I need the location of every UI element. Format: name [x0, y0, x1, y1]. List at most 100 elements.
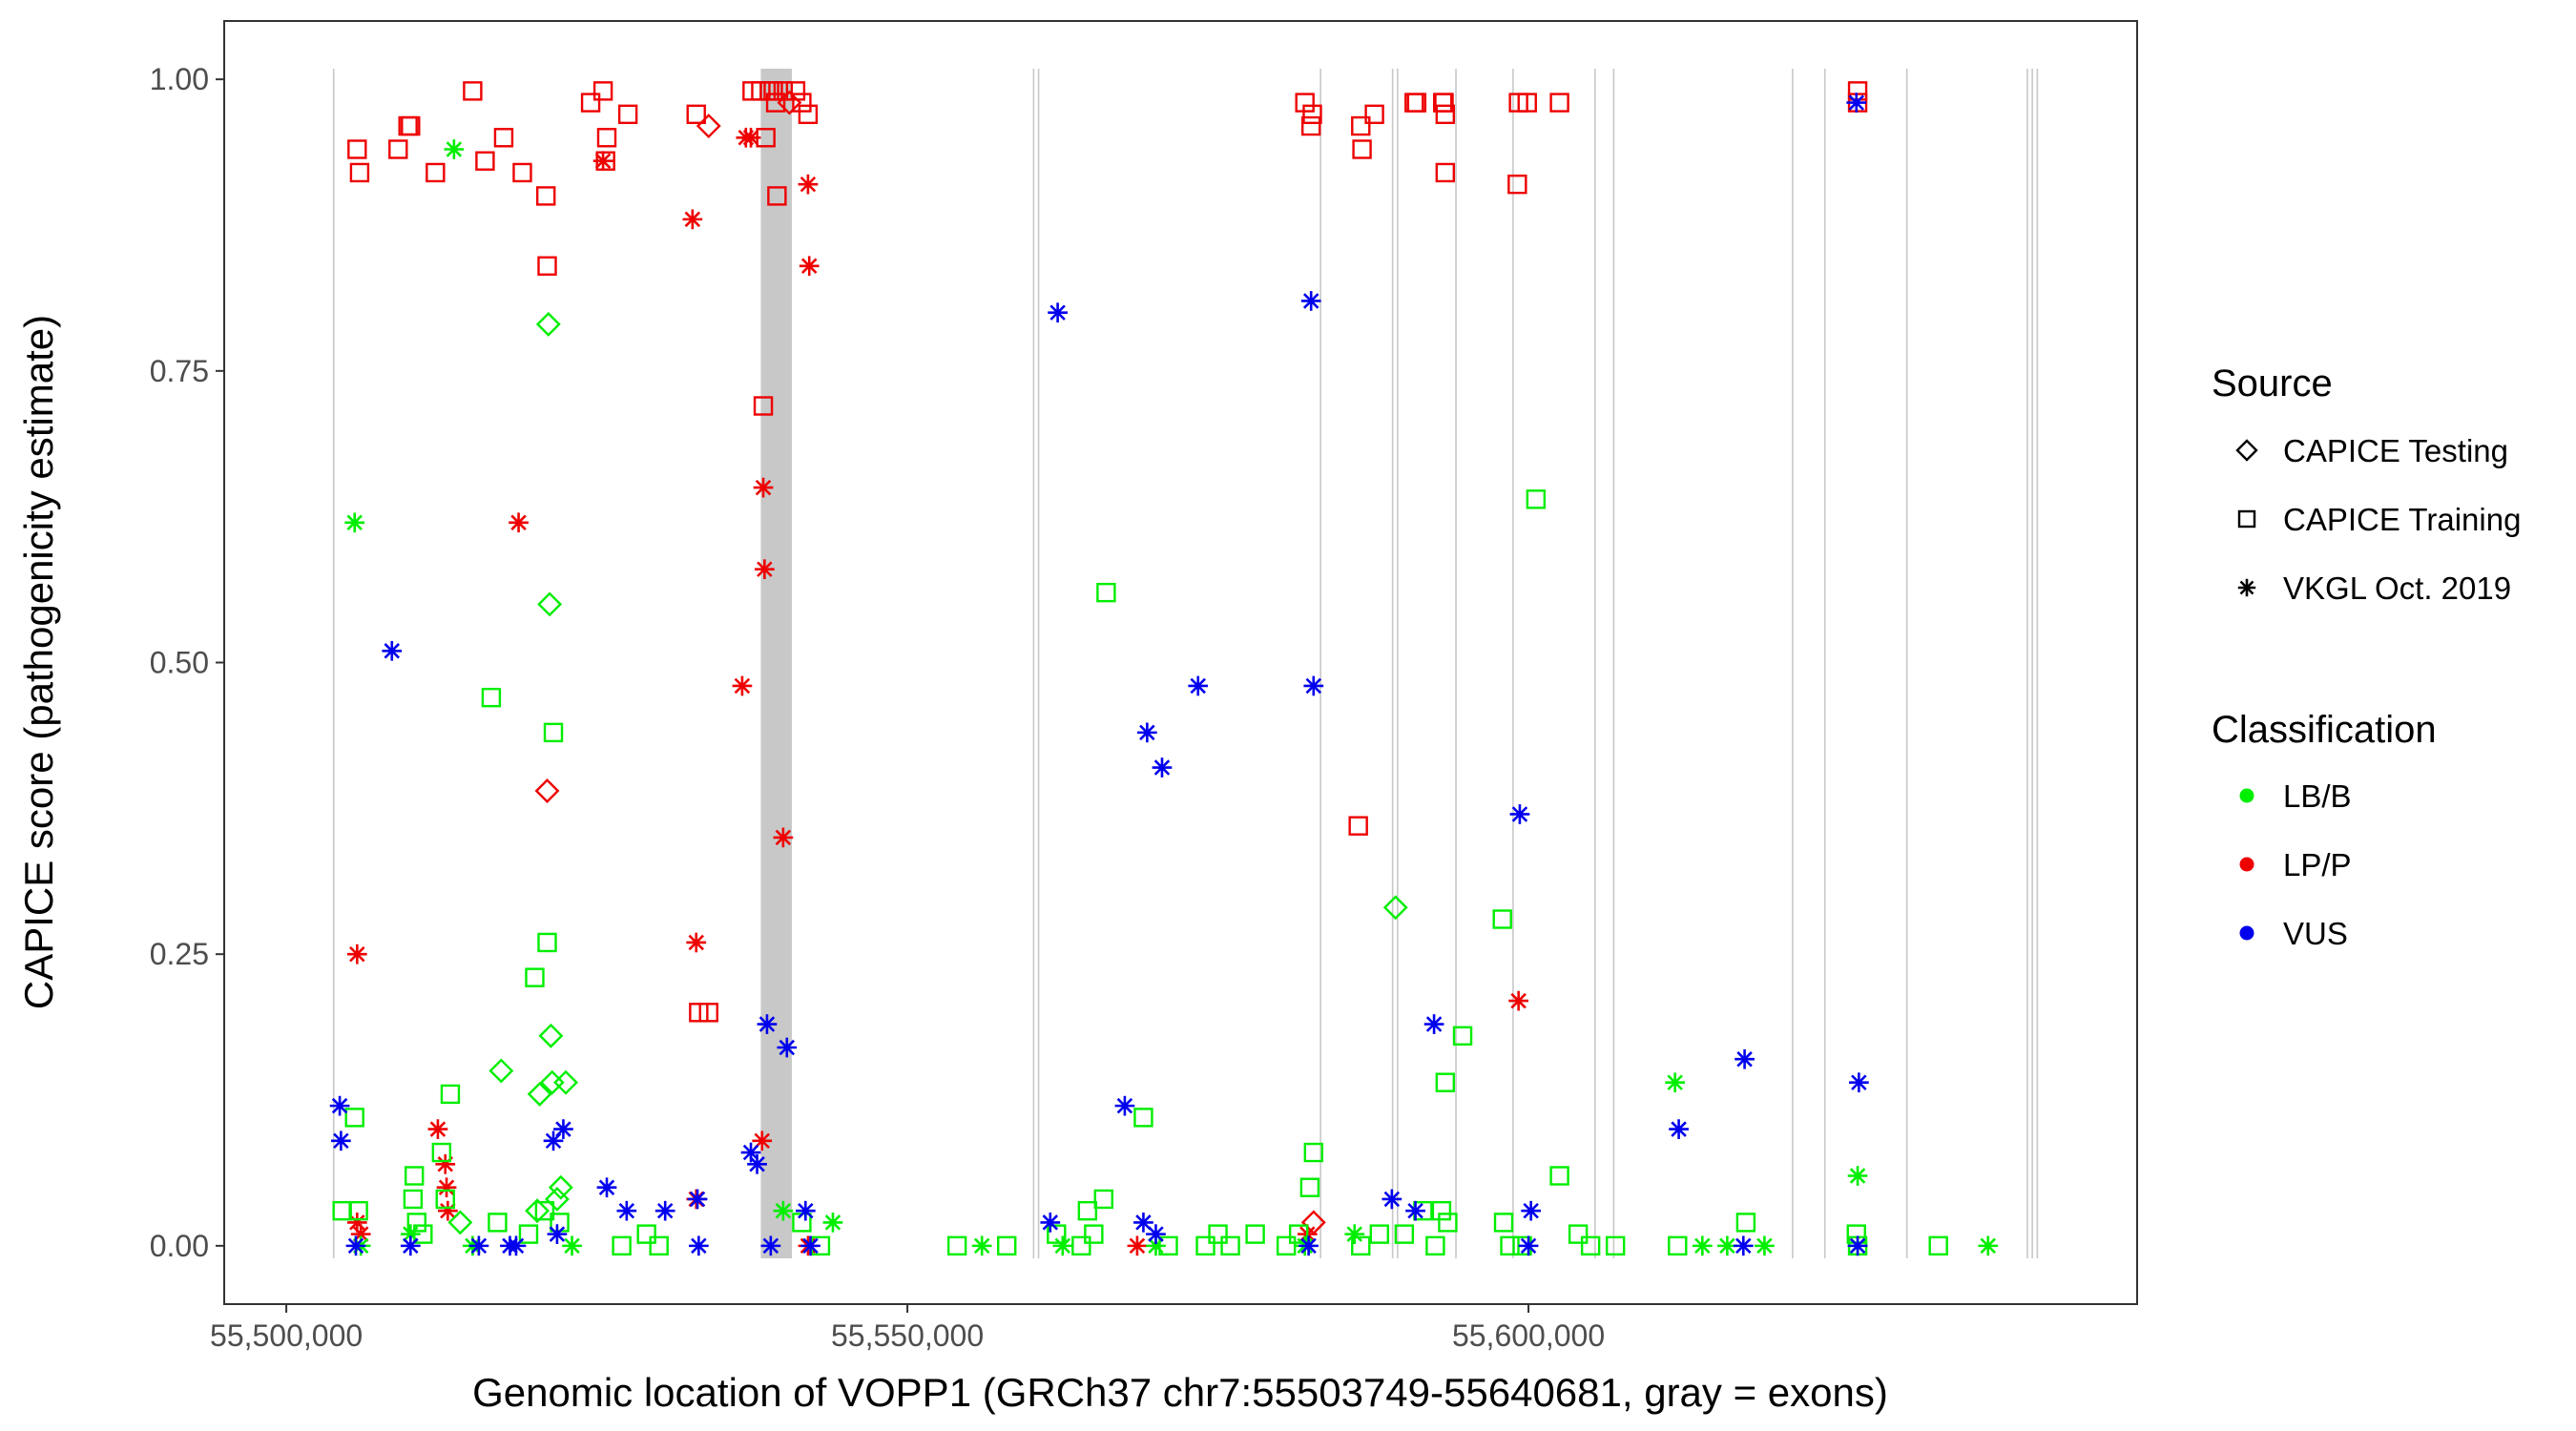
data-point — [1084, 1224, 1104, 1244]
data-point — [732, 675, 753, 696]
data-point — [527, 1081, 552, 1107]
data-point — [347, 139, 367, 159]
data-point — [493, 128, 514, 148]
data-point — [553, 1069, 578, 1095]
data-point — [1517, 93, 1537, 113]
data-point — [1492, 909, 1512, 929]
data-point — [1077, 1200, 1098, 1221]
data-point — [1849, 1072, 1869, 1093]
data-point — [1127, 1235, 1148, 1256]
data-point — [592, 151, 613, 172]
data-point — [1208, 1224, 1228, 1244]
x-axis-title: Genomic location of VOPP1 (GRCh37 chr7:5… — [472, 1370, 1888, 1415]
exon-band — [2026, 69, 2028, 1258]
data-point — [1348, 816, 1368, 836]
data-point — [506, 1235, 527, 1256]
data-point — [753, 477, 774, 498]
exon-band — [1455, 69, 1457, 1258]
data-point — [767, 186, 787, 206]
y-tick-label: 0.25 — [150, 937, 209, 971]
legend-key-dot — [2239, 788, 2254, 803]
legend-key-dot — [2239, 925, 2254, 941]
data-point — [332, 1200, 352, 1221]
data-point — [1847, 81, 1868, 101]
data-point — [1040, 1213, 1061, 1233]
data-point — [1364, 104, 1384, 125]
data-point — [1114, 1095, 1135, 1116]
data-point — [401, 115, 421, 136]
data-point — [1288, 1224, 1309, 1244]
data-point — [1735, 1048, 1755, 1069]
data-point — [1735, 1213, 1756, 1233]
data-point — [1344, 1224, 1365, 1244]
data-point — [537, 932, 557, 953]
data-point — [1526, 489, 1547, 509]
data-point — [1847, 1166, 1868, 1186]
legend-key-dot — [2239, 857, 2254, 872]
data-point — [525, 967, 545, 987]
exon-band — [760, 69, 792, 1258]
legend-classification-label: LB/B — [2283, 778, 2352, 814]
x-tick-label: 55,550,000 — [831, 1318, 984, 1353]
data-point — [1146, 1224, 1166, 1244]
data-point — [1298, 1235, 1319, 1256]
data-point — [777, 90, 802, 115]
data-point — [822, 1213, 843, 1233]
data-point — [444, 139, 465, 159]
data-point — [438, 1200, 458, 1221]
data-point — [1133, 1108, 1153, 1128]
data-point — [538, 1023, 564, 1048]
y-tick-label: 0.75 — [150, 354, 209, 388]
legend-classification-label: VUS — [2283, 916, 2348, 951]
data-point — [400, 1235, 421, 1256]
data-point — [795, 1200, 816, 1221]
data-point — [1276, 1235, 1297, 1256]
data-point — [1220, 1235, 1240, 1256]
data-point — [1846, 1224, 1866, 1244]
data-point — [1369, 1224, 1390, 1244]
data-point — [740, 127, 761, 148]
legend-source-title: Source — [2212, 363, 2333, 404]
data-point — [1133, 1213, 1153, 1233]
exon-band — [1792, 69, 1794, 1258]
exon-band — [2036, 69, 2039, 1258]
legend-source-label: VKGL Oct. 2019 — [2283, 570, 2511, 606]
data-point — [435, 1189, 455, 1210]
data-point — [562, 1235, 582, 1256]
data-point — [544, 1187, 570, 1212]
data-point — [1188, 675, 1209, 696]
data-point — [547, 1224, 568, 1244]
data-point — [616, 1200, 637, 1221]
data-point — [1580, 1235, 1601, 1256]
data-point — [404, 1166, 425, 1186]
exon-band — [1594, 69, 1596, 1258]
exon-band — [1823, 69, 1826, 1258]
y-tick-label: 0.00 — [150, 1229, 209, 1263]
legend-classification-label: LP/P — [2283, 847, 2352, 882]
data-point — [537, 256, 557, 276]
data-point — [617, 104, 638, 125]
exon-band — [1037, 69, 1040, 1258]
data-point — [331, 1130, 351, 1151]
data-point — [406, 1213, 427, 1233]
data-point — [1755, 1235, 1775, 1256]
data-point — [1381, 1189, 1402, 1210]
data-point — [1733, 1235, 1754, 1256]
plot-panel-border — [223, 20, 2138, 1305]
data-point — [463, 81, 483, 101]
data-point — [1152, 757, 1173, 778]
x-tick-label: 55,600,000 — [1452, 1318, 1605, 1353]
data-point — [1438, 1213, 1458, 1233]
data-point — [1669, 1119, 1689, 1139]
data-point — [654, 1200, 675, 1221]
data-point — [1351, 115, 1371, 136]
data-point — [1351, 1235, 1371, 1256]
data-point — [686, 932, 707, 953]
data-point — [518, 1224, 539, 1244]
data-point — [1303, 1142, 1324, 1163]
data-point — [773, 827, 794, 848]
data-point — [543, 722, 564, 743]
data-point — [592, 81, 613, 101]
data-point — [344, 1108, 364, 1128]
